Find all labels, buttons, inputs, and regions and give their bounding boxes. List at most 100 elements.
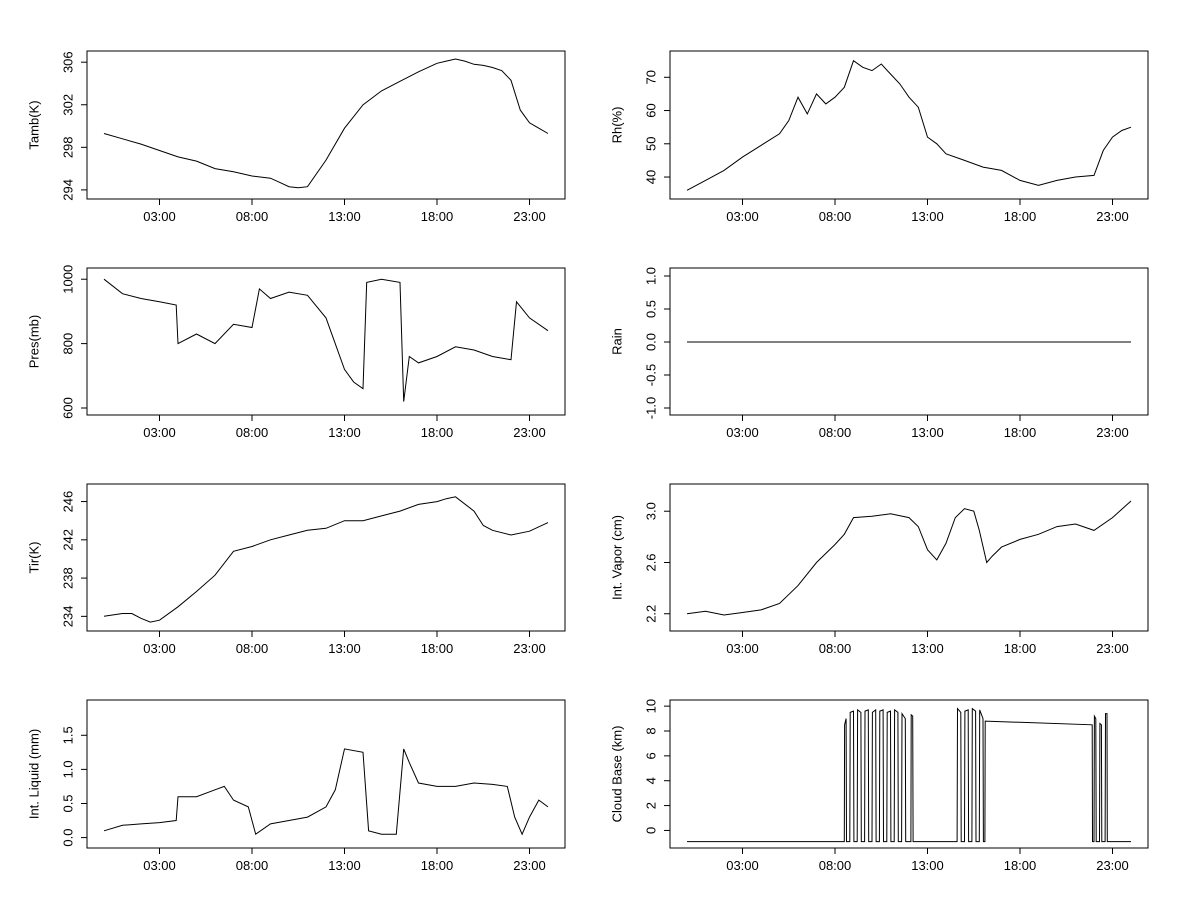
panel-3: 03:00 08:00 13:00 18:00 23:00 600 800 1000 Pres(… bbox=[26, 265, 566, 440]
y-tick-label: 70 bbox=[643, 70, 658, 84]
y-axis-label: Int. Vapor (cm) bbox=[609, 515, 624, 600]
x-tick-label: 13:00 bbox=[328, 425, 361, 440]
panel-7: 03:00 08:00 13:00 18:00 23:00 0.0 0.5 1.0 1.5 Int… bbox=[26, 699, 566, 873]
y-tick-label: 0 bbox=[643, 827, 658, 834]
y-axis-label: Int. Liquid (mm) bbox=[26, 729, 41, 819]
y-axis-label: Rain bbox=[609, 328, 624, 355]
x-tick-label: 23:00 bbox=[513, 425, 546, 440]
plot-frame bbox=[86, 483, 566, 632]
panel-4: 03:00 08:00 13:00 18:00 23:00 -1.0 -0.5 0.0 0.5 1… bbox=[609, 267, 1149, 440]
y-tick-label: 302 bbox=[60, 94, 75, 116]
y-tick-label: 60 bbox=[643, 103, 658, 117]
series-line bbox=[103, 748, 549, 836]
panel-6: 03:00 08:00 13:00 18:00 23:00 2.2 2.6 3.0 Int. V… bbox=[609, 483, 1149, 656]
y-tick-label: 0.5 bbox=[643, 300, 658, 318]
x-tick-label: 08:00 bbox=[236, 858, 269, 873]
y-tick-label: 800 bbox=[60, 333, 75, 355]
x-tick-label: 23:00 bbox=[1096, 425, 1129, 440]
x-tick-label: 08:00 bbox=[236, 641, 269, 656]
plot-frame bbox=[669, 483, 1149, 632]
y-tick-label: 50 bbox=[643, 137, 658, 151]
x-tick-label: 13:00 bbox=[328, 858, 361, 873]
x-tick-label: 13:00 bbox=[911, 425, 944, 440]
y-tick-label: 246 bbox=[60, 491, 75, 513]
series-line bbox=[686, 59, 1132, 191]
y-tick-label: 1.0 bbox=[643, 267, 658, 285]
x-tick-label: 08:00 bbox=[819, 858, 852, 873]
x-tick-label: 08:00 bbox=[236, 425, 269, 440]
y-tick-label: 1000 bbox=[60, 265, 75, 294]
y-axis-label: Cloud Base (km) bbox=[609, 726, 624, 823]
y-tick-label: -1.0 bbox=[643, 397, 658, 419]
x-tick-label: 23:00 bbox=[1096, 858, 1129, 873]
x-tick-label: 13:00 bbox=[911, 209, 944, 224]
x-tick-label: 03:00 bbox=[726, 641, 759, 656]
panel-2: 03:00 08:00 13:00 18:00 23:00 40 50 60 70 Rh(%) bbox=[609, 50, 1149, 224]
y-axis-label: Pres(mb) bbox=[26, 315, 41, 368]
y-tick-label: 10 bbox=[643, 699, 658, 713]
x-tick-label: 18:00 bbox=[421, 858, 454, 873]
panel-8: 03:00 08:00 13:00 18:00 23:00 0 2 4 6 8 10 Cloud Ba… bbox=[609, 699, 1149, 873]
y-tick-label: 2.2 bbox=[643, 605, 658, 623]
x-tick-label: 13:00 bbox=[328, 209, 361, 224]
series-line bbox=[686, 500, 1132, 616]
y-tick-label: 4 bbox=[643, 777, 658, 784]
x-tick-label: 18:00 bbox=[1004, 425, 1037, 440]
y-tick-label: 298 bbox=[60, 136, 75, 158]
x-tick-label: 13:00 bbox=[328, 641, 361, 656]
y-axis-label: Rh(%) bbox=[609, 107, 624, 144]
x-tick-label: 03:00 bbox=[143, 425, 176, 440]
y-tick-label: 1.0 bbox=[60, 760, 75, 778]
x-tick-label: 08:00 bbox=[236, 209, 269, 224]
series-line bbox=[687, 707, 1131, 843]
y-tick-label: 238 bbox=[60, 567, 75, 589]
x-tick-label: 03:00 bbox=[726, 425, 759, 440]
plot-frame bbox=[669, 50, 1149, 200]
x-tick-label: 23:00 bbox=[513, 641, 546, 656]
y-tick-label: 1.5 bbox=[60, 726, 75, 744]
x-tick-label: 03:00 bbox=[726, 858, 759, 873]
plot-frame bbox=[86, 699, 566, 849]
y-tick-label: -0.5 bbox=[643, 364, 658, 386]
x-tick-label: 18:00 bbox=[421, 209, 454, 224]
series-line bbox=[103, 278, 549, 402]
x-tick-label: 18:00 bbox=[1004, 858, 1037, 873]
x-tick-label: 03:00 bbox=[143, 209, 176, 224]
x-tick-label: 18:00 bbox=[421, 425, 454, 440]
y-tick-label: 234 bbox=[60, 605, 75, 627]
x-tick-label: 18:00 bbox=[421, 641, 454, 656]
y-tick-label: 2 bbox=[643, 802, 658, 809]
x-tick-label: 23:00 bbox=[1096, 641, 1129, 656]
plot-frame bbox=[86, 267, 566, 416]
y-tick-label: 0.0 bbox=[643, 333, 658, 351]
plot-frame bbox=[669, 699, 1149, 849]
y-tick-label: 40 bbox=[643, 170, 658, 184]
x-tick-label: 08:00 bbox=[819, 641, 852, 656]
y-tick-label: 294 bbox=[60, 179, 75, 201]
x-tick-label: 03:00 bbox=[726, 209, 759, 224]
y-axis-label: Tir(K) bbox=[26, 541, 41, 573]
x-tick-label: 23:00 bbox=[1096, 209, 1129, 224]
y-tick-label: 2.6 bbox=[643, 553, 658, 571]
plot-frame bbox=[86, 50, 566, 200]
y-tick-label: 242 bbox=[60, 529, 75, 551]
x-tick-label: 23:00 bbox=[513, 209, 546, 224]
y-tick-label: 6 bbox=[643, 752, 658, 759]
x-tick-label: 08:00 bbox=[819, 425, 852, 440]
series-line bbox=[103, 496, 549, 623]
x-tick-label: 08:00 bbox=[819, 209, 852, 224]
x-tick-label: 18:00 bbox=[1004, 209, 1037, 224]
y-tick-label: 3.0 bbox=[643, 502, 658, 520]
x-tick-label: 23:00 bbox=[513, 858, 546, 873]
series-line bbox=[103, 58, 549, 189]
y-tick-label: 306 bbox=[60, 51, 75, 73]
x-tick-label: 13:00 bbox=[911, 641, 944, 656]
x-tick-label: 03:00 bbox=[143, 858, 176, 873]
y-tick-label: 600 bbox=[60, 397, 75, 419]
y-tick-label: 0.5 bbox=[60, 794, 75, 812]
panel-1: 03:00 08:00 13:00 18:00 23:00 294 298 302 306 Tam… bbox=[26, 50, 566, 224]
y-axis-label: Tamb(K) bbox=[26, 100, 41, 149]
y-tick-label: 0.0 bbox=[60, 829, 75, 847]
y-tick-label: 8 bbox=[643, 727, 658, 734]
